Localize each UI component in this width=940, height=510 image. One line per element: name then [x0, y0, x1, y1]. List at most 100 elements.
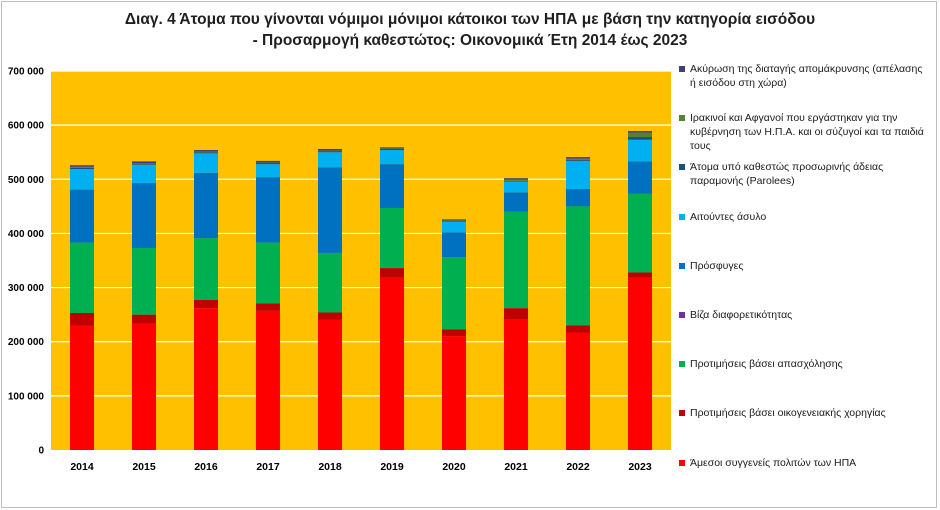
bar-segment — [256, 303, 280, 311]
bar-segment — [318, 148, 342, 151]
bar-segment — [442, 220, 466, 222]
bar-segment — [70, 165, 94, 167]
bar-segment — [70, 167, 94, 169]
bar-segment — [70, 189, 94, 243]
y-tick-label: 400 000 — [8, 229, 45, 240]
bar-segment — [442, 220, 466, 221]
y-tick-label: 600 000 — [8, 121, 45, 132]
x-tick-label: 2019 — [380, 461, 404, 473]
legend-label: Πρόσφυγες — [690, 259, 744, 272]
x-tick-label: 2015 — [132, 461, 156, 473]
bar-segment — [566, 206, 590, 326]
bar-segment — [70, 166, 94, 168]
bar-segment — [194, 308, 218, 450]
legend-item: Προτιμήσεις βάσει απασχόλησης — [679, 357, 930, 371]
legend-swatch — [679, 262, 685, 269]
bar-segment — [566, 189, 590, 207]
legend-item: Βίζα διαφορετικότητας — [679, 308, 930, 322]
legend-label: Αιτούντες άσυλο — [690, 210, 767, 223]
bar-segment — [442, 221, 466, 233]
bar-segment — [318, 152, 342, 168]
bar-segment — [628, 272, 652, 278]
x-tick-label: 2021 — [504, 461, 528, 473]
bar-segment — [132, 163, 156, 165]
bar-segment — [132, 323, 156, 450]
y-tick-label: 0 — [38, 446, 44, 457]
bar-segment — [504, 318, 528, 450]
legend-item: Άμεσοι συγγενείς πολιτών των ΗΠΑ — [679, 456, 930, 470]
chart-title: Διαγ. 4 Άτομα που γίνονται νόμιμοι μόνιμ… — [0, 9, 940, 51]
bar-segment — [256, 162, 280, 164]
bar-segment — [194, 300, 218, 309]
x-tick-label: 2022 — [566, 461, 590, 473]
x-tick-label: 2020 — [442, 461, 466, 473]
bar-segment — [628, 139, 652, 162]
legend-label: Προτιμήσεις βάσει απασχόλησης — [690, 358, 843, 371]
bar-segment — [70, 325, 94, 450]
bar-segment — [194, 152, 218, 154]
bar-segment — [256, 164, 280, 178]
bar-segment — [318, 319, 342, 450]
bar-segment — [256, 310, 280, 450]
legend-item: Πρόσφυγες — [679, 259, 930, 273]
legend-label: Άμεσοι συγγενείς πολιτών των ΗΠΑ — [690, 456, 857, 469]
bar-segment — [380, 148, 404, 149]
bar-segment — [566, 332, 590, 450]
y-tick-label: 200 000 — [8, 337, 45, 348]
bar-segment — [194, 172, 218, 239]
bar-segment — [256, 242, 280, 304]
legend-label: Άτομα υπό καθεστώς προσωρινής άδειας παρ… — [690, 161, 884, 188]
bar-segment — [628, 193, 652, 273]
bar-segment — [504, 180, 528, 182]
bar-segment — [318, 312, 342, 320]
legend-swatch — [679, 312, 685, 318]
bar-segment — [628, 132, 652, 138]
bar-segment — [504, 308, 528, 319]
bar-segment — [380, 277, 404, 450]
legend-item: Αιτούντες άσυλο — [679, 210, 930, 224]
bar-segment — [504, 181, 528, 193]
bar-segment — [256, 163, 280, 165]
chart-title-line-2: - Προσαρμογή καθεστώτος: Οικονομικά Έτη … — [252, 32, 688, 49]
x-tick-label: 2016 — [194, 461, 218, 473]
bar-segment — [256, 177, 280, 243]
bar-segment — [380, 164, 404, 208]
bar-segment — [504, 192, 528, 212]
bar-segment — [318, 150, 342, 152]
y-tick-label: 700 000 — [8, 67, 45, 78]
legend-swatch — [679, 361, 685, 368]
legend-swatch — [679, 459, 685, 466]
bar-segment — [256, 160, 280, 163]
bar-segment — [504, 178, 528, 180]
bar-segment — [194, 153, 218, 173]
bar-segment — [70, 168, 94, 190]
legend-swatch — [679, 410, 685, 417]
bar-segment — [442, 329, 466, 337]
bar-segment — [318, 167, 342, 253]
chart-title-line-1: Διαγ. 4 Άτομα που γίνονται νόμιμοι μόνιμ… — [124, 11, 816, 28]
legend-label: Ακύρωση της διαταγής απομάκρυνσης (απέλα… — [690, 63, 923, 89]
bar-segment — [132, 183, 156, 249]
legend-swatch — [679, 164, 685, 171]
y-tick-label: 500 000 — [8, 175, 45, 186]
bar-segment — [566, 158, 590, 160]
legend-item: Άτομα υπό καθεστώς προσωρινής άδειας παρ… — [679, 160, 930, 188]
bar-segment — [70, 242, 94, 314]
legend-label: Προτιμήσεις βάσει οικογενειακής χορηγίας — [690, 407, 886, 420]
bar-segment — [132, 163, 156, 164]
bar-segment — [380, 147, 404, 149]
x-tick-label: 2018 — [318, 461, 342, 473]
x-tick-label: 2023 — [628, 461, 652, 473]
bar-segment — [504, 179, 528, 181]
y-tick-label: 300 000 — [8, 283, 45, 294]
bar-segment — [380, 207, 404, 269]
bar-segment — [442, 336, 466, 450]
legend-swatch — [679, 66, 685, 72]
bar-segment — [442, 257, 466, 330]
legend-label: Ιρακινοί και Αφγανοί που εργάστηκαν για … — [690, 112, 924, 153]
legend-item: Ακύρωση της διαταγής απομάκρυνσης (απέλα… — [679, 62, 930, 90]
legend-swatch — [679, 213, 685, 220]
x-tick-label: 2014 — [70, 461, 94, 473]
x-tick-label: 2017 — [256, 461, 280, 473]
